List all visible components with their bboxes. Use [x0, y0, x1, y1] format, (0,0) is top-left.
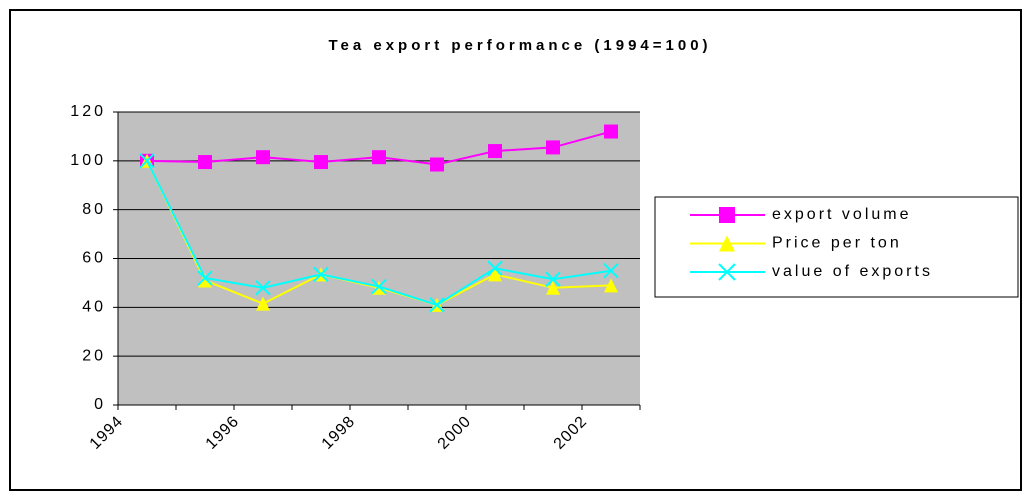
marker: [255, 280, 271, 296]
marker: [139, 153, 155, 169]
marker: [430, 157, 444, 172]
marker: [256, 296, 270, 311]
marker: [546, 140, 560, 155]
y-tick-label: 20: [82, 347, 106, 364]
marker: [371, 278, 387, 295]
marker: [604, 278, 618, 293]
chart-title: Tea export performance (1994=100): [328, 37, 711, 54]
marker: [488, 267, 502, 282]
marker: [256, 150, 270, 165]
marker: [372, 150, 386, 165]
legend-label: value of exports: [772, 263, 933, 280]
marker: [197, 270, 213, 286]
y-tick-label: 40: [82, 299, 106, 316]
marker: [314, 155, 328, 170]
y-tick-label: 100: [70, 152, 106, 169]
legend-marker: [719, 235, 735, 252]
marker: [198, 155, 212, 170]
marker: [429, 297, 445, 313]
y-tick-label: 120: [70, 103, 106, 120]
y-tick-label: 0: [94, 396, 106, 413]
marker: [488, 144, 502, 159]
legend-marker: [719, 207, 735, 223]
legend-label: Price per ton: [772, 235, 902, 252]
legend: [654, 196, 1019, 298]
legend-marker: [718, 263, 736, 281]
marker: [313, 266, 329, 283]
marker: [603, 263, 619, 279]
marker: [198, 273, 212, 288]
marker: [546, 280, 560, 295]
marker: [604, 124, 618, 139]
y-tick-label: 80: [82, 201, 106, 218]
marker: [545, 271, 561, 287]
y-tick-label: 60: [82, 250, 106, 267]
legend-label: export volume: [772, 206, 912, 223]
marker: [487, 260, 503, 276]
